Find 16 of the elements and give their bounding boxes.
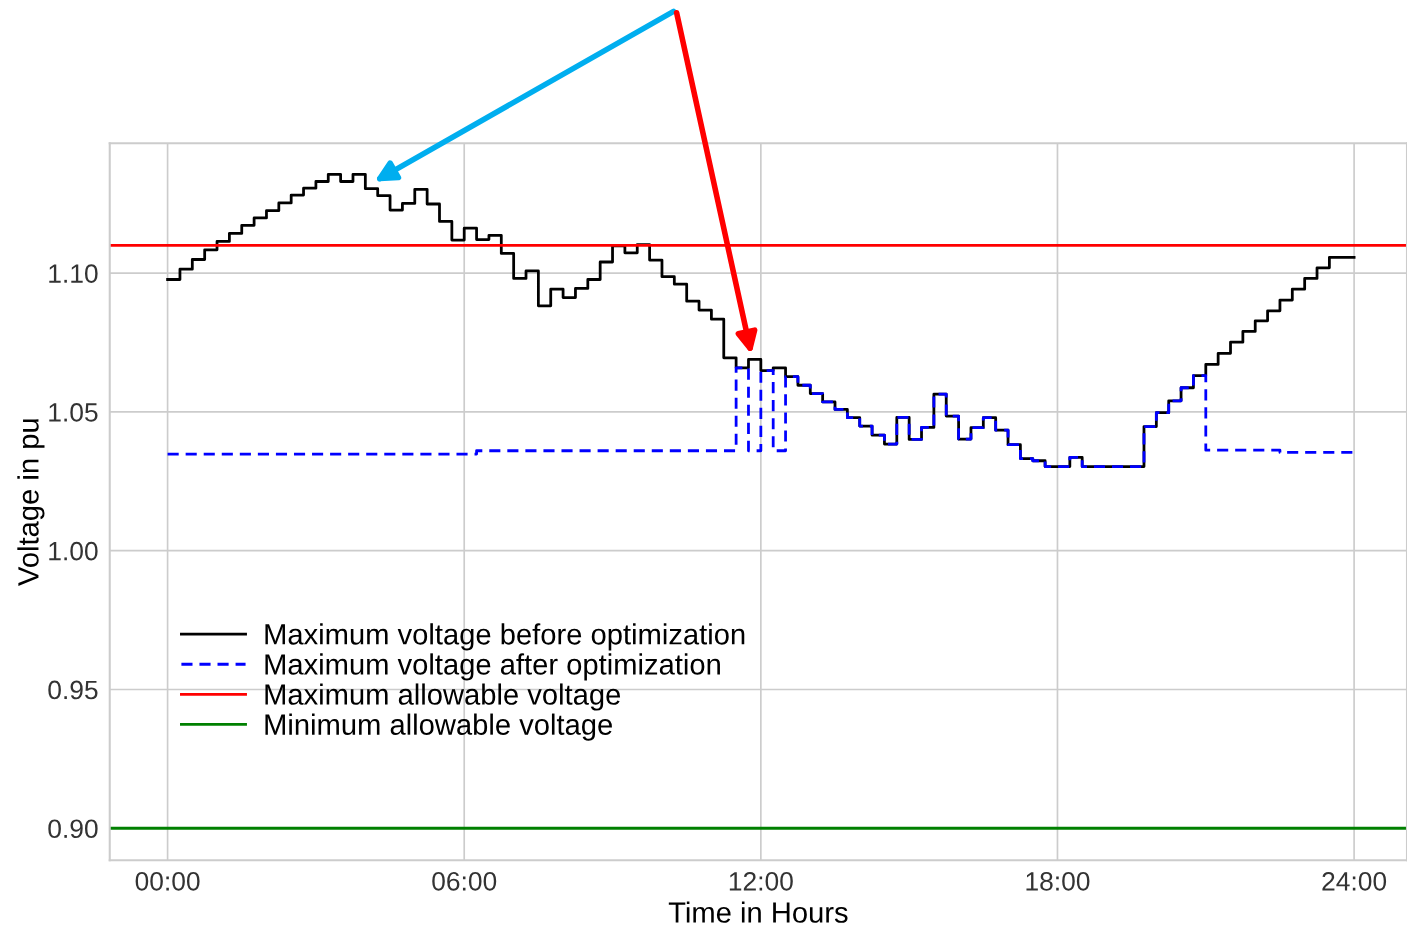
- y-tick-label: 0.95: [48, 680, 98, 700]
- x-tick-label: 12:00: [729, 871, 793, 891]
- legend-label: Maximum voltage after optimization: [265, 653, 720, 681]
- y-axis-title: Voltage in pu: [17, 419, 45, 586]
- y-tick-label: 1.05: [49, 403, 98, 422]
- x-tick-label: 00:00: [135, 871, 200, 891]
- legend-label: Minimum allowable voltage: [265, 713, 612, 741]
- legend-label: Maximum allowable voltage: [265, 683, 621, 711]
- x-tick-label: 24:00: [1322, 871, 1387, 891]
- x-tick-label: 06:00: [432, 871, 497, 891]
- x-tick-label: 18:00: [1026, 871, 1090, 891]
- x-axis-title: Time in Hours: [668, 901, 848, 923]
- y-tick-label: 0.90: [48, 819, 98, 839]
- y-tick-label: 1.00: [49, 541, 98, 561]
- legend-label: Maximum voltage before optimization: [265, 623, 745, 651]
- y-tick-label: 1.10: [49, 264, 98, 283]
